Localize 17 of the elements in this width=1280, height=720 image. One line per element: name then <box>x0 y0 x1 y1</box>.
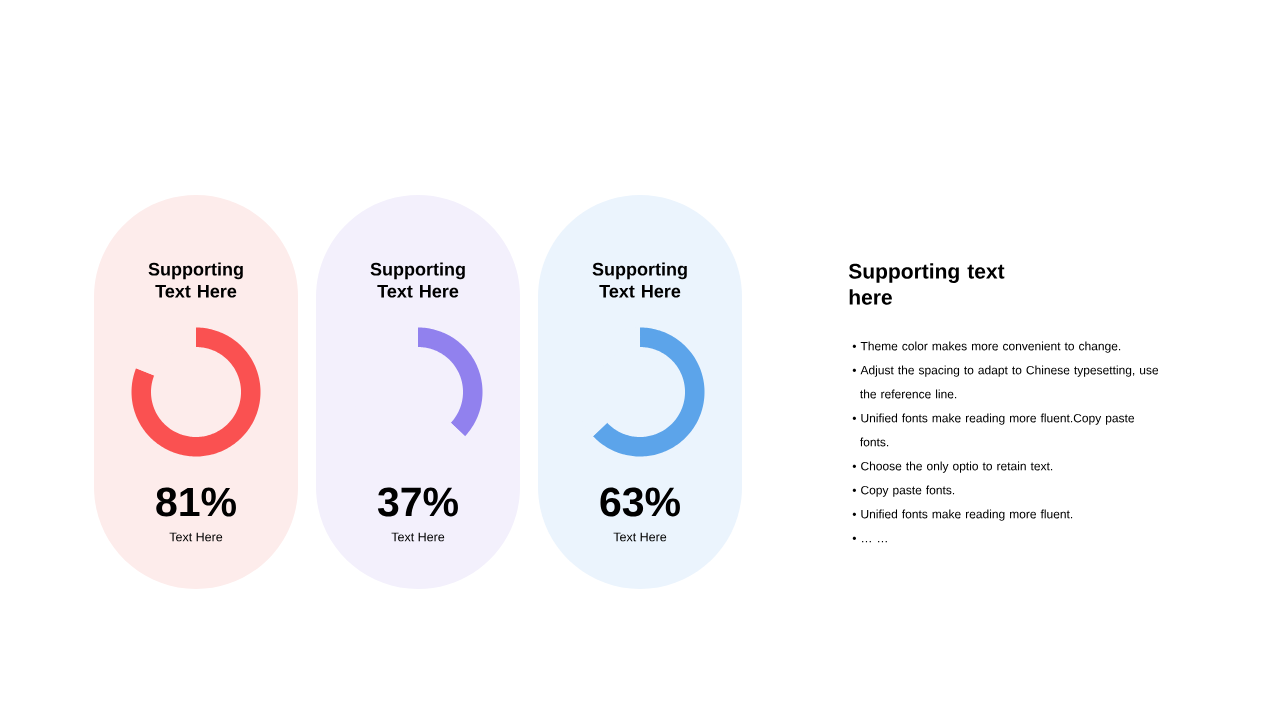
chart-title: Supporting Text Here <box>148 262 243 298</box>
text: Text Here <box>169 532 223 542</box>
text: • … … <box>852 536 887 543</box>
text: • Copy paste fonts. <box>852 485 955 497</box>
text: • Theme color makes more convenient to change. <box>852 341 1121 353</box>
text: 81% <box>156 487 236 517</box>
text: • Unified fonts make reading more fluent. <box>852 509 1073 521</box>
text: Supporting text here <box>848 263 1005 305</box>
text: 37% <box>377 487 458 517</box>
text: Text Here <box>613 532 667 542</box>
text: • Adjust the spacing to adapt to Chinese typesetting, use the reference line. <box>852 365 1159 399</box>
text: • Unified fonts make reading more fluent.Copy paste fonts. <box>852 413 1135 447</box>
text: Text Here <box>391 532 445 542</box>
chart-title: Supporting Text Here <box>592 262 687 298</box>
chart-title: Supporting Text Here <box>370 262 465 298</box>
text: 63% <box>600 487 680 517</box>
text: • Choose the only optio to retain text. <box>852 461 1053 473</box>
